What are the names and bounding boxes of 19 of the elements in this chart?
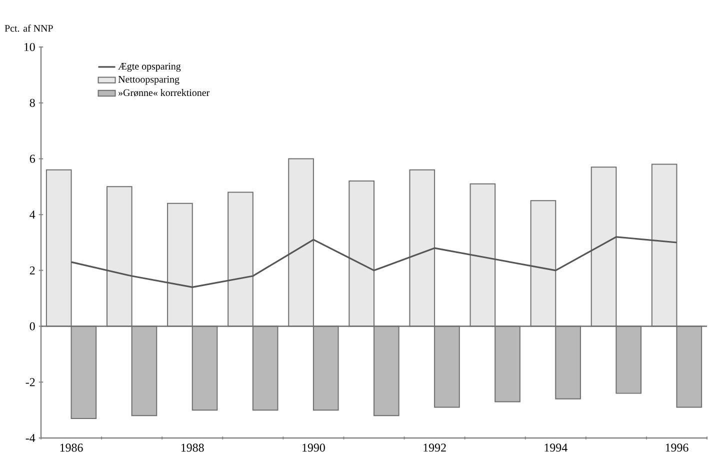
legend-label: »Grønne« korrektioner — [118, 89, 210, 96]
legend-label: Ægte opsparing — [118, 62, 181, 72]
y-tick-label: -4 — [26, 434, 36, 442]
y-tick-label: 10 — [24, 42, 35, 52]
y-tick-label: 4 — [30, 210, 36, 219]
x-tick-label: 1996 — [666, 444, 688, 452]
legend-label: Nettoopsparing — [118, 76, 180, 85]
x-tick-label: 1988 — [181, 444, 204, 452]
y-tick-label: 2 — [30, 266, 35, 274]
y-tick-label: 6 — [30, 154, 35, 163]
y-tick-label: 8 — [30, 98, 35, 107]
x-tick-label: 1990 — [302, 444, 325, 452]
x-tick-label: 1992 — [424, 444, 446, 452]
y-tick-label: 0 — [30, 322, 35, 330]
x-tick-label: 1986 — [60, 444, 83, 452]
y-axis-title: Pct. af NNP — [4, 24, 53, 32]
line-series — [70, 236, 678, 288]
x-tick-label: 1994 — [544, 444, 568, 452]
y-tick-label: -2 — [26, 378, 35, 386]
